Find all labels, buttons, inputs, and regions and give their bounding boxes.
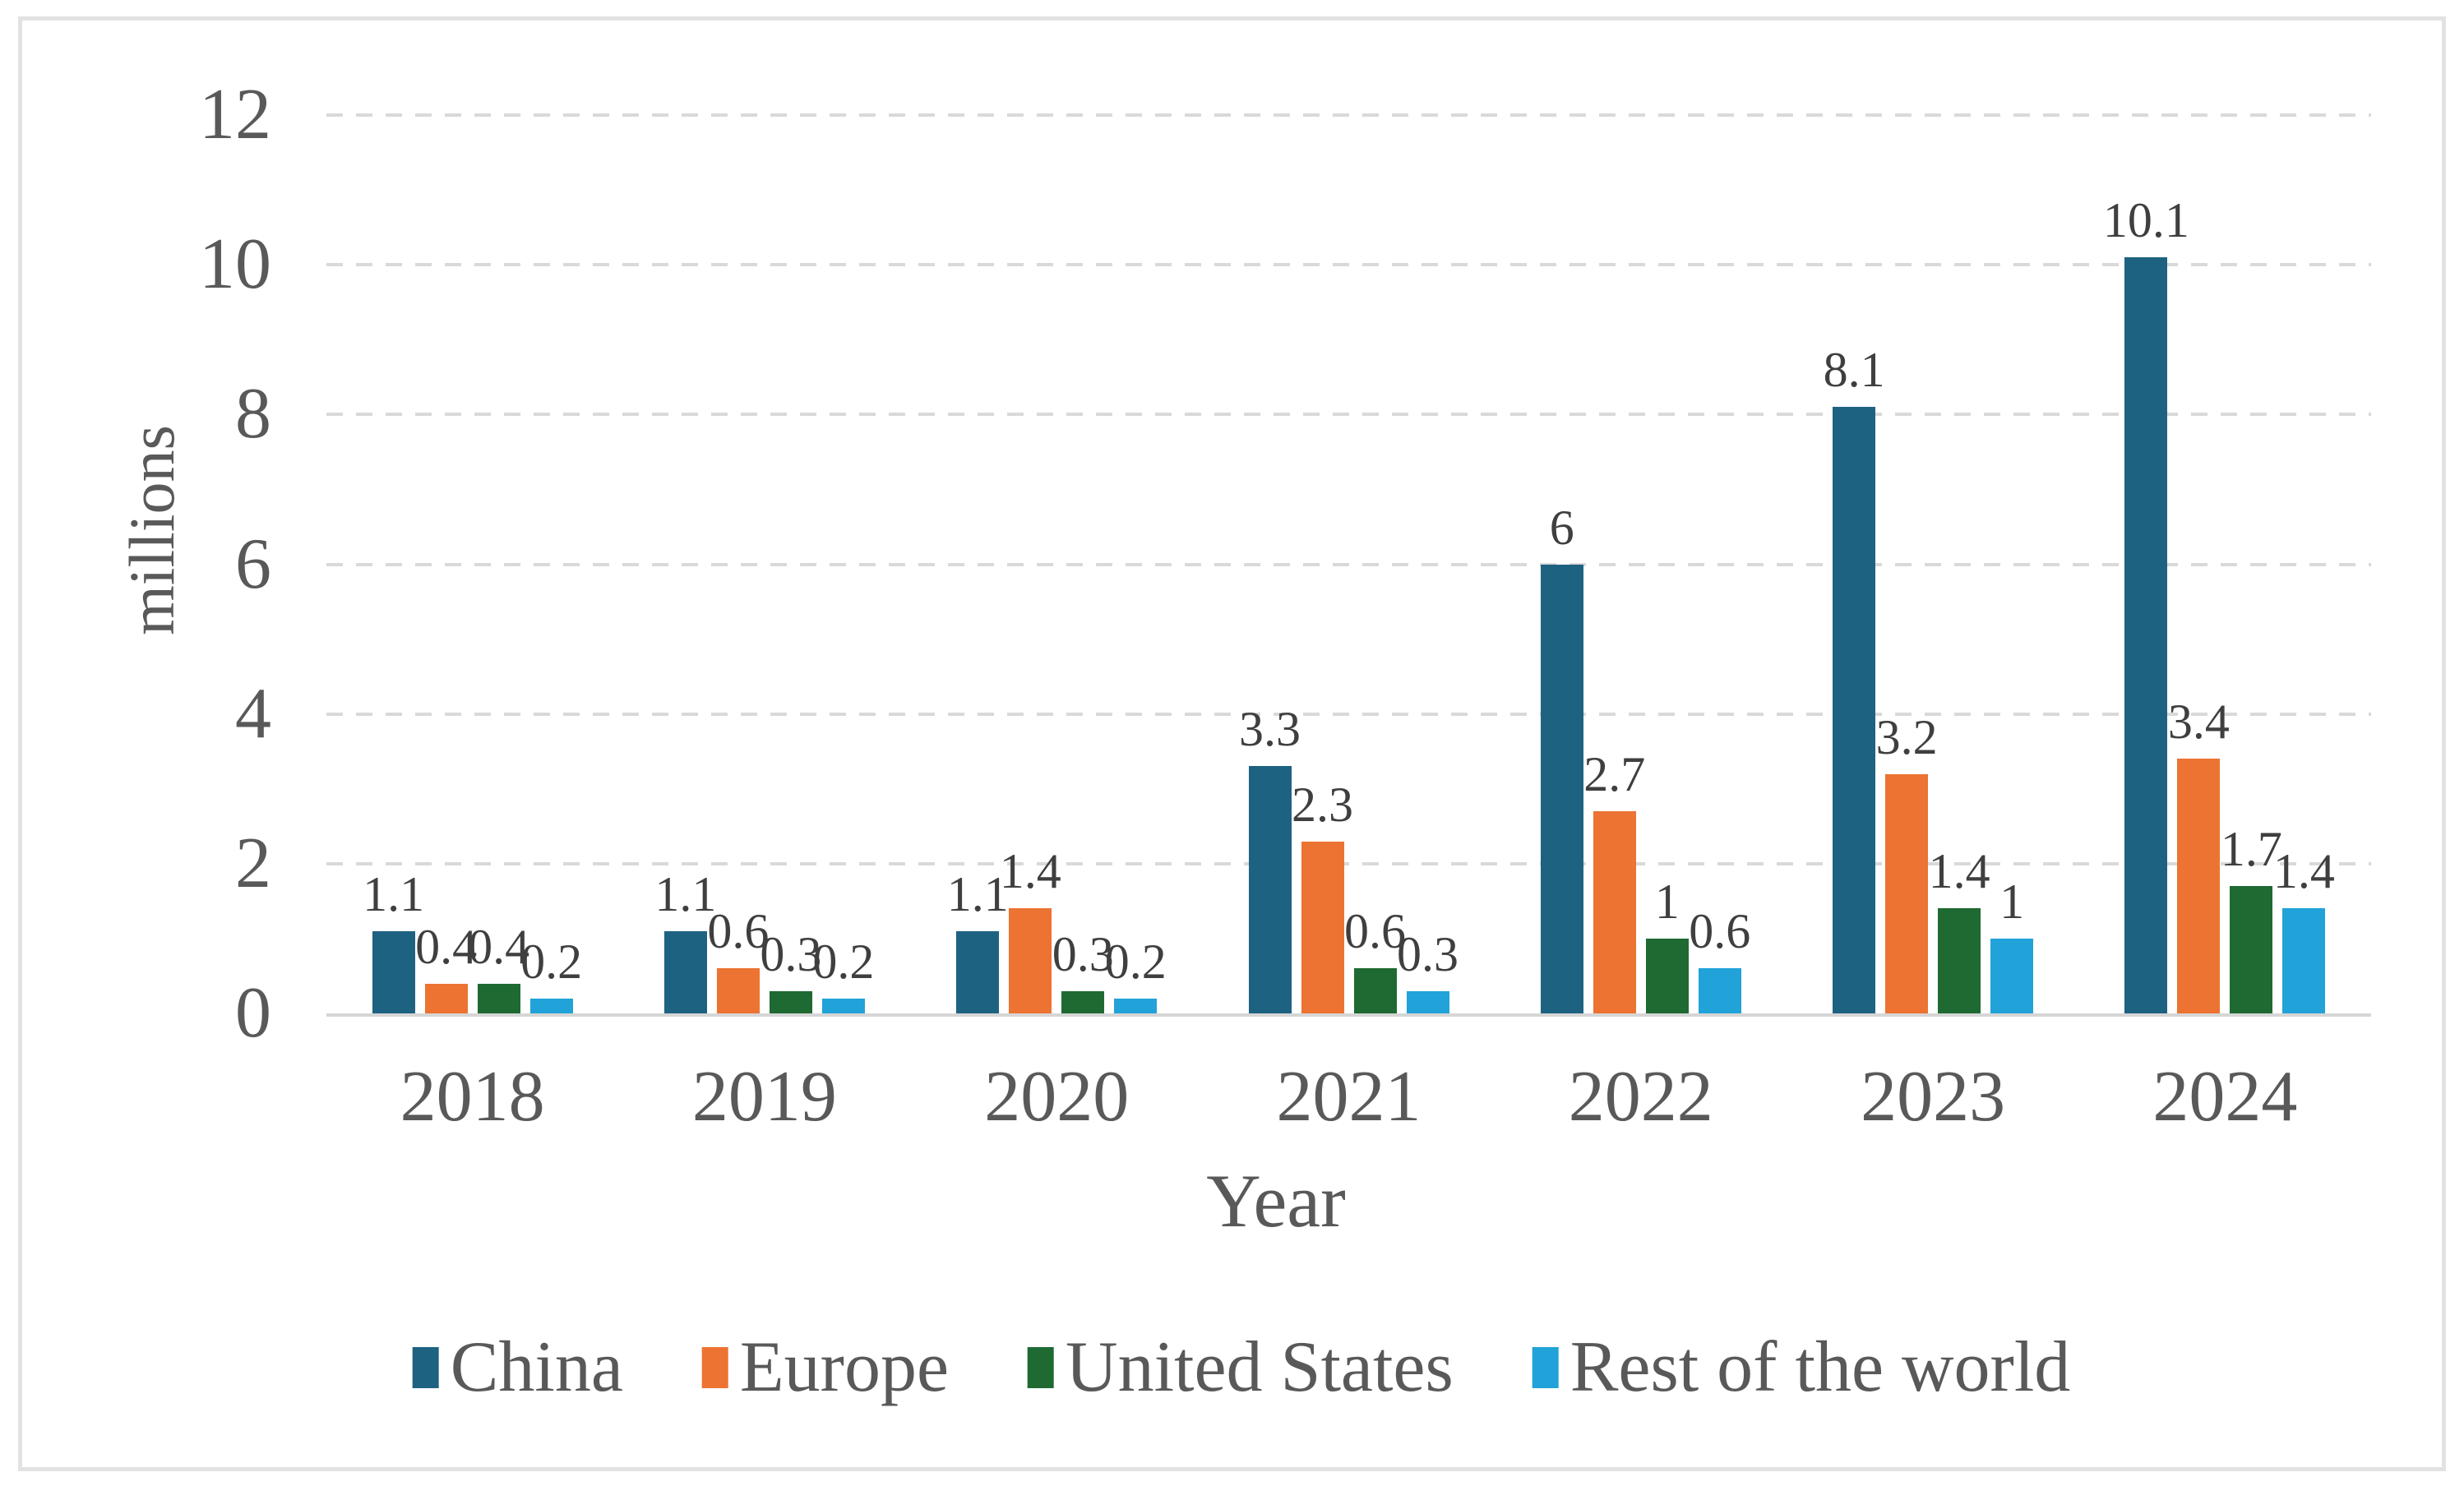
bar-value-label: 0.3	[1397, 926, 1459, 981]
x-tick-label: 2021	[1276, 1057, 1422, 1137]
bar-value-label: 0.2	[812, 934, 875, 989]
legend-label: China	[450, 1327, 623, 1407]
bar	[1540, 564, 1583, 1013]
bar	[1061, 990, 1105, 1013]
bar-value-label: 1.1	[946, 866, 1009, 921]
bar	[1698, 968, 1741, 1013]
x-tick-label: 2018	[400, 1057, 545, 1137]
bar	[529, 998, 573, 1013]
bar	[663, 930, 707, 1013]
bar-value-label: 2.3	[1292, 777, 1353, 832]
bar	[716, 968, 760, 1013]
bar-value-label: 6	[1549, 500, 1574, 555]
bar	[769, 990, 812, 1013]
bar	[1009, 908, 1052, 1013]
bar	[1833, 407, 1876, 1013]
bar	[1593, 811, 1636, 1013]
bar	[477, 983, 520, 1013]
legend-swatch-icon	[701, 1347, 728, 1388]
y-tick-label: 0	[235, 973, 271, 1053]
legend-label: Europe	[739, 1327, 950, 1407]
gridline	[326, 712, 2371, 716]
bar	[1990, 938, 2034, 1013]
bar-value-label: 8.1	[1823, 343, 1885, 398]
bar-value-label: 10.1	[2102, 193, 2189, 248]
legend-label: Rest of the world	[1569, 1327, 2071, 1407]
legend-label: United States	[1066, 1327, 1454, 1407]
bar	[372, 930, 415, 1013]
bar-value-label: 1.7	[2220, 822, 2282, 877]
bar	[1885, 773, 1929, 1013]
bar-value-label: 3.4	[2167, 695, 2230, 750]
bar-value-label: 0.4	[415, 919, 478, 974]
legend-item: Rest of the world	[1532, 1325, 2071, 1410]
gridline	[326, 113, 2371, 117]
bar-value-label: 0.2	[1104, 934, 1167, 989]
x-tick-label: 2019	[691, 1057, 837, 1137]
y-tick-label: 12	[199, 75, 271, 155]
y-tick-label: 6	[235, 524, 271, 604]
bar	[1938, 908, 1981, 1013]
bar-value-label: 1	[1999, 874, 2025, 929]
gridline	[326, 263, 2371, 267]
y-tick-label: 2	[235, 823, 271, 903]
bar	[1353, 968, 1397, 1013]
y-tick-label: 10	[199, 224, 271, 305]
bar	[424, 983, 468, 1013]
bar	[1301, 841, 1344, 1013]
legend-item: China	[412, 1325, 623, 1410]
bar	[1114, 998, 1158, 1013]
bar	[1645, 938, 1689, 1013]
bar	[1406, 990, 1449, 1013]
bar-value-label: 0.6	[707, 904, 770, 959]
legend-swatch-icon	[1532, 1347, 1559, 1388]
bar-value-label: 0.3	[760, 926, 822, 981]
bar	[2230, 886, 2273, 1013]
bar-value-label: 1.4	[1928, 844, 1990, 899]
x-axis-title: Year	[1206, 1159, 1346, 1243]
bar-value-label: 3.3	[1239, 702, 1301, 757]
y-tick-label: 4	[235, 673, 271, 754]
legend-item: United States	[1028, 1325, 1454, 1410]
bar	[2282, 908, 2326, 1013]
bar-value-label: 1.4	[2272, 844, 2335, 899]
bar-value-label: 0.3	[1052, 926, 1114, 981]
gridline	[326, 562, 2371, 566]
bar-value-label: 1.1	[654, 866, 717, 921]
x-tick-label: 2022	[1568, 1057, 1713, 1137]
bar	[2177, 759, 2221, 1013]
bar-value-label: 0.4	[468, 919, 530, 974]
bar	[1248, 766, 1292, 1013]
gridline	[326, 413, 2371, 417]
bar-value-label: 1.4	[999, 844, 1061, 899]
legend-swatch-icon	[1028, 1347, 1055, 1388]
bar-value-label: 0.6	[1344, 904, 1406, 959]
bar-value-label: 2.7	[1583, 747, 1646, 802]
chart-frame	[18, 16, 2446, 1471]
bar-value-label: 0.6	[1689, 904, 1751, 959]
bar-value-label: 0.2	[520, 934, 583, 989]
legend-swatch-icon	[412, 1347, 439, 1388]
bar	[821, 998, 865, 1013]
bar-value-label: 3.2	[1875, 709, 1938, 764]
legend: China Europe United States Rest of the worl…	[412, 1325, 2071, 1410]
y-tick-label: 8	[235, 374, 271, 455]
legend-item: Europe	[701, 1325, 950, 1410]
bar	[956, 930, 1000, 1013]
x-axis-line	[326, 1013, 2371, 1017]
x-tick-label: 2020	[984, 1057, 1130, 1137]
bar	[2124, 257, 2168, 1013]
gridline	[326, 861, 2371, 865]
x-tick-label: 2023	[1861, 1057, 2006, 1137]
y-axis-title: millions	[116, 425, 187, 635]
bar-value-label: 1	[1654, 874, 1680, 929]
bar-value-label: 1.1	[363, 866, 425, 921]
x-tick-label: 2024	[2152, 1057, 2298, 1137]
